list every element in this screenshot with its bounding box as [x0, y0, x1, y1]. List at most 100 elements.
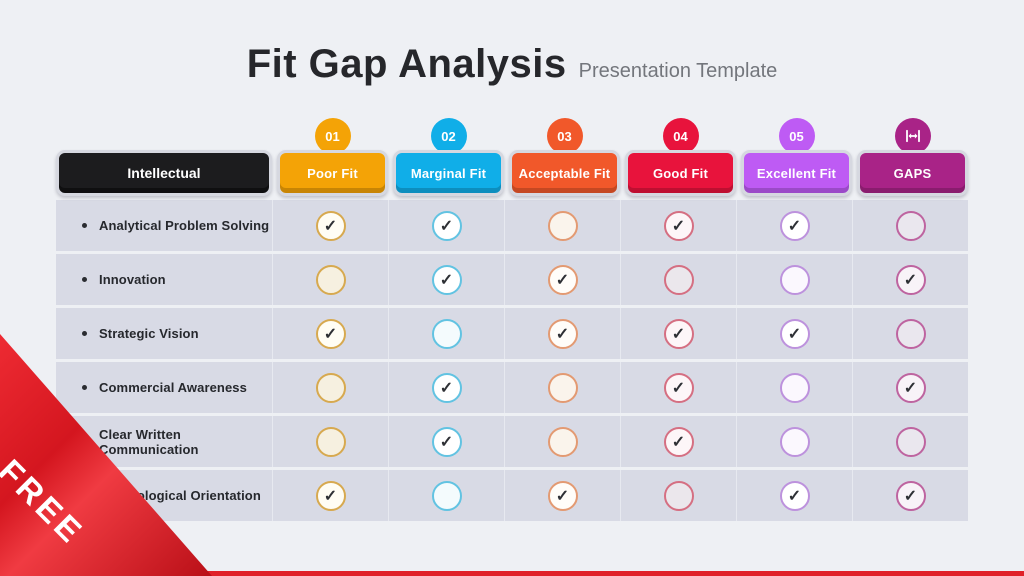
check-circle-checked[interactable]: ✓ [779, 210, 810, 241]
table-row: Innovation ✓ ✓ ✓ [56, 254, 968, 305]
column-badge-good-fit: 04 [662, 118, 699, 154]
check-circle-checked[interactable]: ✓ [547, 318, 578, 349]
column-label-gaps: GAPS [857, 150, 968, 196]
row-label-cell: Strategic Vision [56, 308, 272, 359]
fit-cell-excellent-fit [736, 254, 852, 305]
check-icon: ✓ [323, 487, 338, 505]
check-circle-empty[interactable] [779, 264, 810, 295]
check-circle-empty[interactable] [315, 264, 346, 295]
table-row: Technological Orientation ✓ ✓ ✓ ✓ [56, 470, 968, 521]
check-circle-checked[interactable]: ✓ [779, 480, 810, 511]
fit-cell-gaps [852, 416, 968, 467]
table-body: Analytical Problem Solving ✓ ✓ ✓ ✓ Innovation… [56, 200, 968, 521]
row-label: Analytical Problem Solving [99, 218, 270, 233]
check-circle-empty[interactable] [431, 480, 462, 511]
column-header-excellent-fit: 05 Excellent Fit [741, 118, 852, 196]
check-icon: ✓ [671, 433, 686, 451]
column-header-acceptable-fit: 03 Acceptable Fit [509, 118, 620, 196]
check-icon: ✓ [555, 325, 570, 343]
check-icon: ✓ [787, 487, 802, 505]
check-circle-empty[interactable] [895, 318, 926, 349]
check-icon: ✓ [787, 217, 802, 235]
check-circle-checked[interactable]: ✓ [663, 318, 694, 349]
fit-cell-marginal-fit: ✓ [388, 254, 504, 305]
column-header-gaps: GAPS [857, 118, 968, 196]
fit-cell-acceptable-fit [504, 416, 620, 467]
row-label-cell: Analytical Problem Solving [56, 200, 272, 251]
column-badge-acceptable-fit: 03 [546, 118, 583, 154]
check-circle-empty[interactable] [315, 372, 346, 403]
column-label-acceptable-fit: Acceptable Fit [509, 150, 620, 196]
row-label-cell: Commercial Awareness [56, 362, 272, 413]
fit-gap-table: Intellectual 01 Poor Fit 02 Marginal Fit 03 A… [56, 118, 968, 524]
check-circle-checked[interactable]: ✓ [895, 372, 926, 403]
fit-cell-gaps: ✓ [852, 254, 968, 305]
bullet-icon [82, 223, 87, 228]
check-circle-checked[interactable]: ✓ [431, 210, 462, 241]
table-header-row: Intellectual 01 Poor Fit 02 Marginal Fit 03 A… [56, 118, 968, 196]
fit-cell-good-fit: ✓ [620, 416, 736, 467]
check-circle-checked[interactable]: ✓ [431, 426, 462, 457]
fit-cell-poor-fit: ✓ [272, 200, 388, 251]
badge-number: 02 [441, 128, 456, 144]
check-circle-empty[interactable] [663, 480, 694, 511]
bullet-icon [82, 277, 87, 282]
check-circle-empty[interactable] [895, 426, 926, 457]
fit-cell-good-fit: ✓ [620, 308, 736, 359]
fit-cell-poor-fit [272, 362, 388, 413]
check-circle-checked[interactable]: ✓ [431, 372, 462, 403]
check-icon: ✓ [323, 217, 338, 235]
check-circle-empty[interactable] [779, 372, 810, 403]
check-icon: ✓ [555, 487, 570, 505]
check-circle-empty[interactable] [547, 426, 578, 457]
check-circle-checked[interactable]: ✓ [431, 264, 462, 295]
fit-cell-poor-fit: ✓ [272, 308, 388, 359]
table-row: Clear Written Communication ✓ ✓ [56, 416, 968, 467]
page-subtitle: Presentation Template [578, 60, 778, 82]
check-icon: ✓ [903, 379, 918, 397]
check-circle-empty[interactable] [663, 264, 694, 295]
check-circle-checked[interactable]: ✓ [315, 210, 346, 241]
check-circle-empty[interactable] [547, 372, 578, 403]
row-label: Clear Written Communication [99, 426, 199, 457]
check-circle-checked[interactable]: ✓ [547, 264, 578, 295]
gap-width-icon [905, 129, 920, 143]
check-circle-checked[interactable]: ✓ [663, 210, 694, 241]
check-circle-checked[interactable]: ✓ [663, 372, 694, 403]
check-circle-checked[interactable]: ✓ [315, 480, 346, 511]
fit-cell-excellent-fit [736, 416, 852, 467]
check-circle-empty[interactable] [895, 210, 926, 241]
check-circle-empty[interactable] [779, 426, 810, 457]
check-circle-empty[interactable] [431, 318, 462, 349]
check-icon: ✓ [671, 217, 686, 235]
fit-cell-acceptable-fit: ✓ [504, 308, 620, 359]
check-circle-checked[interactable]: ✓ [315, 318, 346, 349]
check-circle-checked[interactable]: ✓ [895, 264, 926, 295]
check-circle-checked[interactable]: ✓ [779, 318, 810, 349]
check-icon: ✓ [903, 271, 918, 289]
check-icon: ✓ [555, 271, 570, 289]
column-badge-excellent-fit: 05 [778, 118, 815, 154]
fit-cell-gaps: ✓ [852, 362, 968, 413]
check-circle-empty[interactable] [315, 426, 346, 457]
column-badge-icon-gaps [894, 118, 931, 154]
column-header-good-fit: 04 Good Fit [625, 118, 736, 196]
fit-cell-marginal-fit [388, 470, 504, 521]
fit-cell-acceptable-fit [504, 200, 620, 251]
row-label-cell: Innovation [56, 254, 272, 305]
fit-cell-gaps: ✓ [852, 470, 968, 521]
check-circle-empty[interactable] [547, 210, 578, 241]
check-circle-checked[interactable]: ✓ [895, 480, 926, 511]
fit-cell-poor-fit: ✓ [272, 470, 388, 521]
check-circle-checked[interactable]: ✓ [663, 426, 694, 457]
column-header-marginal-fit: 02 Marginal Fit [393, 118, 504, 196]
category-header: Intellectual [56, 150, 272, 196]
fit-cell-marginal-fit: ✓ [388, 200, 504, 251]
check-icon: ✓ [439, 217, 454, 235]
fit-cell-acceptable-fit: ✓ [504, 254, 620, 305]
column-label-excellent-fit: Excellent Fit [741, 150, 852, 196]
check-icon: ✓ [439, 433, 454, 451]
badge-number: 03 [557, 128, 572, 144]
check-circle-checked[interactable]: ✓ [547, 480, 578, 511]
free-ribbon-label: FREE [0, 452, 92, 552]
